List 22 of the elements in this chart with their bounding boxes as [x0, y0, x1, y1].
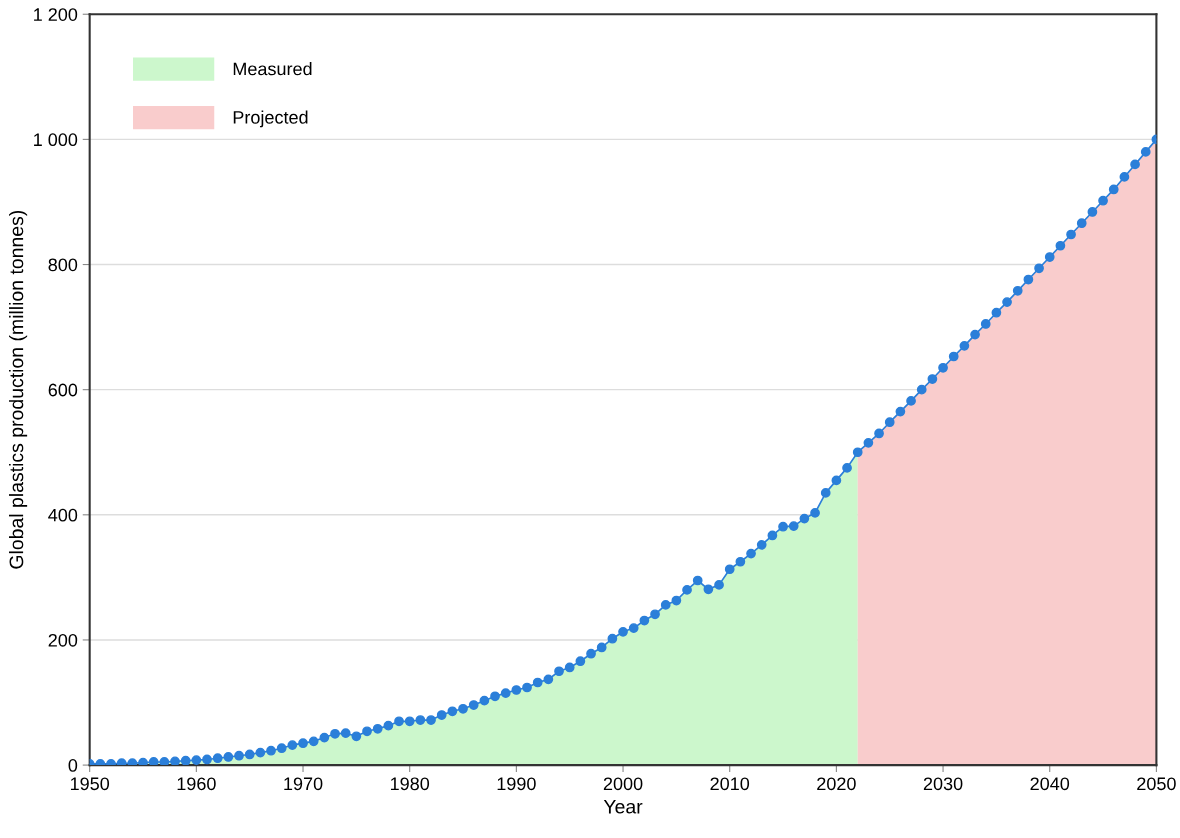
y-tick-label: 1 000 [34, 133, 78, 147]
x-tick-label: 2010 [710, 777, 750, 791]
x-tick-label: 1990 [497, 777, 536, 791]
y-tick-label: 600 [48, 383, 78, 397]
x-tick-label: 2040 [1030, 777, 1070, 791]
x-tick-label: 1960 [177, 777, 216, 791]
x-tick-label: 1950 [70, 777, 110, 791]
y-tick-label: 0 [68, 759, 78, 772]
y-tick-label: 200 [48, 633, 78, 647]
y-tick-label: 800 [48, 258, 78, 272]
y-tick-label: 1 200 [34, 8, 78, 21]
x-tick-label: 2050 [1137, 777, 1176, 791]
legend-label: Measured [233, 62, 312, 76]
y-axis-title: Global plastics production (million tonnes) [9, 210, 28, 569]
x-tick-label: 1980 [390, 777, 430, 791]
x-tick-label: 2000 [603, 777, 643, 791]
x-axis-title: Year [603, 800, 643, 814]
x-tick-label: 1970 [284, 777, 323, 791]
y-tick-label: 400 [48, 508, 78, 522]
x-tick-label: 2030 [923, 777, 963, 791]
legend-label: Projected [233, 110, 308, 128]
x-tick-label: 2020 [817, 777, 856, 791]
